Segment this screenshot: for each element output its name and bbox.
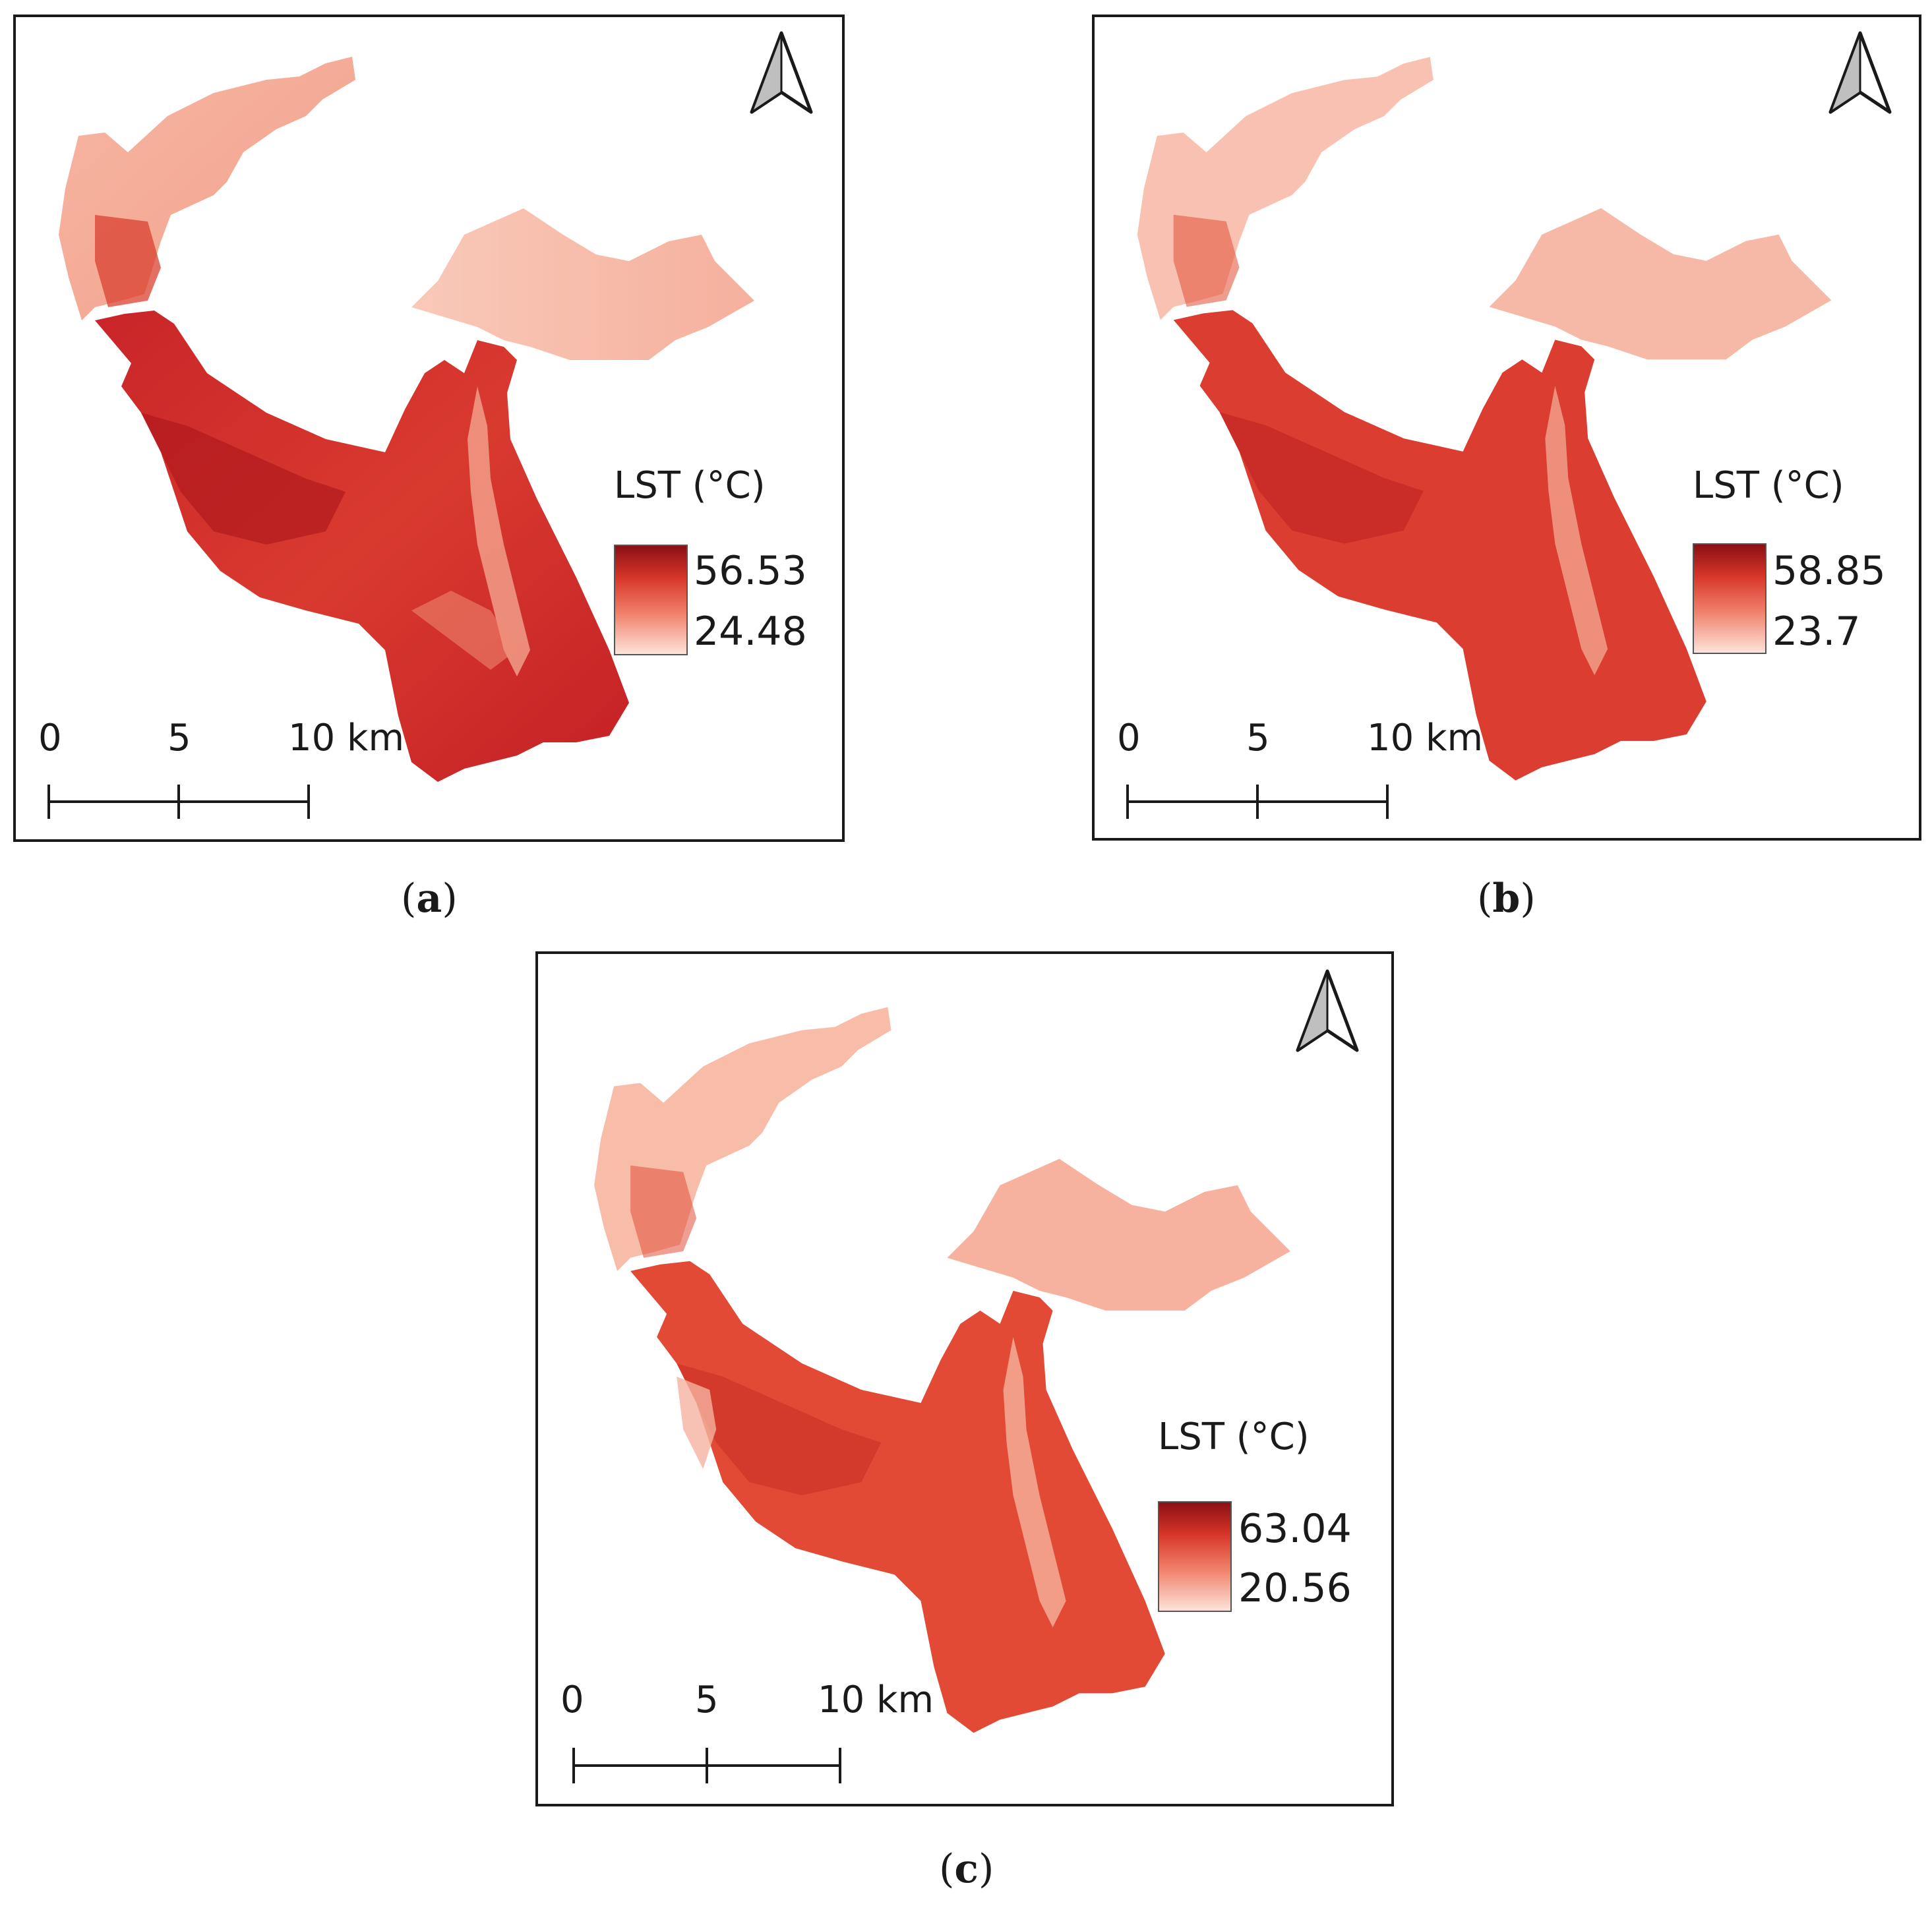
map-panel-a: LST (°C) 56.53 24.48 0 5 10 km: [13, 15, 845, 842]
color-ramp: [614, 545, 688, 655]
caption-open: (: [401, 876, 417, 922]
lst-map-c: [594, 1007, 1290, 1733]
land-east: [947, 1158, 1290, 1311]
scale-label-5: 5: [167, 717, 191, 759]
caption-open: (: [939, 1846, 955, 1892]
scale-label-5: 5: [1246, 717, 1270, 759]
scale-bar: [47, 785, 310, 819]
caption-open: (: [1477, 876, 1493, 922]
caption-b: (b): [1477, 876, 1536, 922]
land-south: [95, 311, 629, 782]
land-east: [411, 208, 754, 360]
scale-label-5: 5: [695, 1679, 719, 1721]
scale-label-10km: 10 km: [288, 717, 405, 759]
color-ramp: [1693, 543, 1766, 654]
legend-title: LST (°C): [1158, 1415, 1310, 1458]
legend-title: LST (°C): [614, 464, 766, 507]
land-north: [594, 1007, 891, 1271]
legend-max-value: 58.85: [1772, 548, 1886, 594]
north-arrow-icon: [750, 31, 813, 114]
land-south: [630, 1261, 1165, 1733]
caption-a: (a): [401, 876, 458, 922]
lst-map-a: [59, 57, 754, 782]
land-north: [1137, 57, 1434, 320]
scale-bar: [1126, 785, 1389, 819]
lst-map-b: [1137, 57, 1832, 781]
legend-min-value: 20.56: [1238, 1565, 1352, 1611]
north-arrow-icon: [1828, 31, 1892, 114]
land-south: [1173, 310, 1706, 781]
map-panel-b: LST (°C) 58.85 23.7 0 5 10 km: [1092, 15, 1921, 841]
scale-label-10km: 10 km: [818, 1679, 934, 1721]
legend-min-value: 23.7: [1772, 609, 1861, 655]
caption-close: ): [442, 876, 458, 922]
map-panel-c: LST (°C) 63.04 20.56 0 5 10 km: [535, 951, 1394, 1806]
scale-label-0: 0: [1117, 717, 1141, 759]
caption-c: (c): [939, 1846, 994, 1892]
legend-min-value: 24.48: [694, 609, 807, 655]
caption-letter: a: [416, 876, 442, 922]
legend-max-value: 56.53: [694, 548, 807, 594]
scale-label-10km: 10 km: [1367, 717, 1484, 759]
color-ramp: [1158, 1501, 1232, 1612]
legend-max-value: 63.04: [1238, 1506, 1352, 1552]
north-arrow-icon: [1296, 969, 1359, 1052]
caption-close: ): [1520, 876, 1536, 922]
legend-title: LST (°C): [1693, 464, 1844, 507]
land-east: [1489, 208, 1832, 360]
land-north: [59, 57, 355, 320]
caption-letter: c: [954, 1846, 979, 1892]
caption-letter: b: [1492, 876, 1521, 922]
scale-label-0: 0: [38, 717, 62, 759]
caption-close: ): [978, 1846, 994, 1892]
scale-bar: [572, 1748, 841, 1783]
scale-label-0: 0: [560, 1679, 584, 1721]
